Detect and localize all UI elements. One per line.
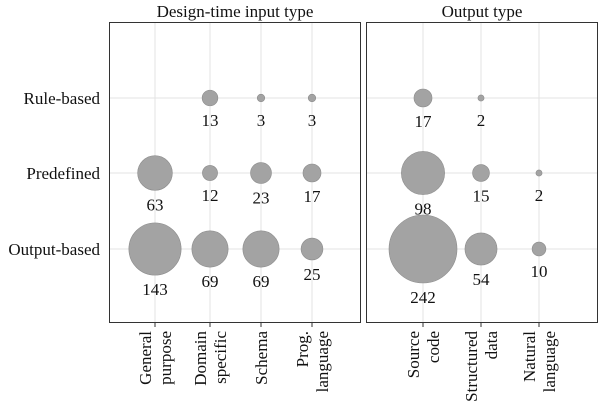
panel-2-bubble-r0-c0	[413, 88, 433, 108]
panel-2-title: Output type	[442, 2, 523, 21]
panel-2-bubble-r1-c1	[472, 164, 490, 182]
panel-2-value-label-r1-c0: 98	[415, 200, 432, 219]
panel-2-value-label-r0-c1: 2	[477, 111, 486, 130]
panel-1-value-label-r1-c1: 12	[202, 186, 219, 205]
panel-1-bubble-r2-c1	[191, 230, 229, 268]
panel-1-bubble-r1-c3	[302, 163, 322, 183]
panel-2-category-label-2-line-0: Natural	[520, 331, 539, 382]
panel-1-value-label-r1-c2: 23	[253, 188, 270, 207]
panel-1-value-label-r1-c0: 63	[147, 195, 164, 214]
panel-1-category-label-1-line-0: Domain	[191, 331, 210, 386]
panel-2-bubble-r0-c1	[477, 94, 485, 102]
panel-2-category-label-1-line-1: data	[482, 331, 501, 360]
panel-1-category-label-3-line-1: language	[313, 331, 332, 392]
panel-1-bubble-r2-c2	[242, 230, 280, 268]
panel-1-category-label-2-line-0: Schema	[252, 331, 271, 385]
panel-1-value-label-r0-c1: 13	[202, 111, 219, 130]
panel-1-value-label-r2-c2: 69	[253, 272, 270, 291]
panel-2-value-label-r1-c2: 2	[535, 186, 544, 205]
panel-1-value-label-r2-c0: 143	[142, 280, 168, 299]
panel-1-frame	[109, 22, 361, 323]
panel-2-value-label-r2-c2: 10	[531, 262, 548, 281]
panel-1-category-label-3-line-0: Prog.	[293, 331, 312, 367]
panel-1-value-label-r2-c1: 69	[202, 272, 219, 291]
panel-2-bubble-r2-c0	[388, 214, 458, 284]
panel-2-value-label-r2-c1: 54	[473, 270, 491, 289]
panel-1-category-label-1-line-1: specific	[211, 331, 230, 384]
panel-2-bubble-r2-c2	[531, 241, 547, 257]
panel-2-value-label-r0-c0: 17	[415, 112, 433, 131]
panel-1-bubble-r0-c2	[256, 93, 266, 103]
panel-2-value-label-r1-c1: 15	[473, 186, 490, 205]
panel-1-bubble-r1-c2	[250, 162, 272, 184]
panel-2-category-label-0-line-1: code	[424, 331, 443, 363]
panel-1-bubble-r2-c3	[300, 237, 324, 261]
panel-2-value-label-r2-c0: 242	[410, 288, 436, 307]
panel-1-value-label-r0-c3: 3	[308, 111, 317, 130]
panel-1-bubble-r1-c1	[202, 165, 218, 181]
panel-1-bubble-r0-c1	[201, 89, 219, 107]
panel-2-category-label-2-line-1: language	[540, 331, 559, 392]
panel-2-category-label-0-line-0: Source	[404, 331, 423, 378]
panel-1-bubble-r1-c0	[137, 155, 173, 191]
panel-2-bubble-r1-c0	[401, 151, 445, 195]
panel-1-value-label-r0-c2: 3	[257, 111, 266, 130]
row-label-output-based: Output-based	[8, 240, 100, 259]
panel-1-value-label-r2-c3: 25	[304, 265, 321, 284]
row-label-rule-based: Rule-based	[24, 89, 101, 108]
panel-1-bubble-r0-c3	[307, 93, 317, 103]
panel-2-category-label-1-line-0: Structured	[462, 331, 481, 402]
panel-1-bubble-r2-c0	[128, 222, 182, 276]
panel-1-title: Design-time input type	[157, 2, 314, 21]
panel-2-bubble-r2-c1	[464, 232, 498, 266]
panel-1-category-label-0-line-0: General	[136, 331, 155, 385]
row-label-predefined: Predefined	[26, 164, 100, 183]
panel-2-bubble-r1-c2	[535, 169, 543, 177]
panel-1-category-label-0-line-1: purpose	[156, 331, 175, 385]
panel-1-value-label-r1-c3: 17	[304, 187, 322, 206]
